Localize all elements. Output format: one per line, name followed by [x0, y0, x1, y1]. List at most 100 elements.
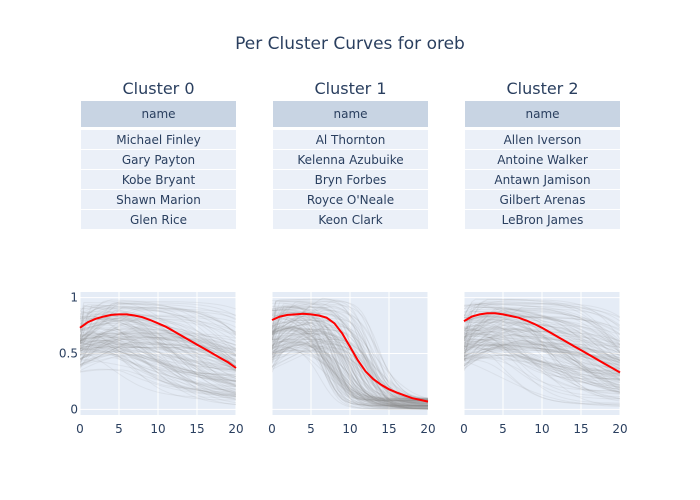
background-curve: [80, 306, 236, 336]
background-curve: [464, 314, 620, 362]
background-curve: [272, 332, 428, 407]
background-curve: [464, 345, 620, 393]
background-curve: [464, 306, 620, 367]
background-curve: [80, 312, 236, 367]
background-curve: [80, 358, 236, 397]
x-tick-label: 0: [460, 422, 468, 436]
background-curve: [464, 348, 620, 361]
table-cell: Kelenna Azubuike: [273, 150, 428, 169]
background-curve: [80, 329, 236, 394]
x-tick-label: 20: [228, 422, 243, 436]
background-curve: [464, 303, 620, 349]
background-curve: [80, 318, 236, 344]
background-curve: [80, 303, 236, 340]
background-curve: [80, 305, 236, 385]
background-curve: [80, 341, 236, 383]
background-curve: [464, 303, 620, 399]
background-curve: [464, 305, 620, 365]
background-curve: [80, 319, 236, 391]
background-curve: [464, 326, 620, 392]
x-tick-label: 15: [573, 422, 588, 436]
background-curve: [80, 339, 236, 386]
background-curve: [272, 342, 428, 407]
background-curve: [80, 317, 236, 372]
background-curve: [464, 332, 620, 381]
background-curve: [272, 348, 428, 408]
background-curve: [464, 317, 620, 361]
cluster-0-title: Cluster 0: [122, 79, 195, 98]
background-curve: [80, 332, 236, 342]
background-curve: [272, 306, 428, 408]
background-curve: [80, 307, 236, 356]
background-curve: [272, 350, 428, 410]
background-curve: [272, 332, 428, 405]
background-curve: [464, 311, 620, 361]
background-curve: [464, 343, 620, 365]
background-curve: [80, 315, 236, 385]
background-curve: [464, 309, 620, 381]
background-curve: [464, 324, 620, 389]
background-curve: [464, 354, 620, 386]
background-curve: [272, 315, 428, 402]
background-curve: [272, 321, 428, 401]
background-curve: [272, 319, 428, 403]
background-curve: [80, 357, 236, 393]
background-curve: [272, 338, 428, 406]
background-curve: [464, 344, 620, 371]
background-curve: [80, 348, 236, 397]
cluster-1-table: name Al Thornton Kelenna Azubuike Bryn F…: [273, 100, 428, 230]
background-curve: [272, 330, 428, 407]
background-curve: [80, 320, 236, 373]
background-curve: [80, 329, 236, 362]
background-curve: [80, 305, 236, 364]
background-curve: [464, 347, 620, 370]
background-curve: [464, 343, 620, 369]
background-curve: [80, 328, 236, 381]
table-cell: Royce O'Neale: [273, 190, 428, 209]
background-curve: [272, 344, 428, 402]
background-curve: [464, 307, 620, 388]
background-curve: [464, 342, 620, 390]
x-tick-label: 10: [150, 422, 165, 436]
background-curve: [80, 328, 236, 372]
background-curve: [272, 330, 428, 407]
background-curve: [464, 318, 620, 367]
background-curve: [272, 338, 428, 409]
cluster-1-curve-panel: 0 5 10 15 20: [268, 292, 436, 436]
background-curve: [464, 356, 620, 383]
background-curve: [464, 348, 620, 388]
background-curve: [464, 298, 620, 340]
x-tick-label: 5: [499, 422, 507, 436]
background-curve: [80, 339, 236, 400]
background-curve: [80, 333, 236, 397]
mean-curve-line: [79, 313, 237, 369]
background-curve: [80, 329, 236, 356]
background-curve: [272, 300, 428, 402]
background-curve: [272, 327, 428, 401]
background-curve: [464, 320, 620, 383]
background-curve: [272, 332, 428, 403]
cluster-1-title: Cluster 1: [314, 79, 387, 98]
figure-title: Per Cluster Curves for oreb: [235, 34, 465, 54]
background-curve: [80, 331, 236, 371]
background-curve: [464, 327, 620, 359]
background-curve: [272, 336, 428, 403]
background-curve: [80, 310, 236, 381]
background-curve: [464, 320, 620, 357]
background-curve: [464, 344, 620, 370]
table-header: name: [273, 101, 428, 127]
background-curve: [272, 300, 428, 401]
x-tick-label: 0: [76, 422, 84, 436]
background-curve: [464, 328, 620, 393]
background-curve: [80, 339, 236, 365]
background-curve: [272, 346, 428, 410]
y-tick-label: 0: [70, 402, 78, 416]
background-curve: [464, 315, 620, 342]
background-curve: [80, 341, 236, 353]
background-curve: [464, 316, 620, 337]
background-curve: [272, 322, 428, 408]
background-curve: [464, 342, 620, 360]
background-curve: [272, 311, 428, 410]
background-curve: [272, 328, 428, 407]
table-cell: LeBron James: [465, 210, 620, 229]
